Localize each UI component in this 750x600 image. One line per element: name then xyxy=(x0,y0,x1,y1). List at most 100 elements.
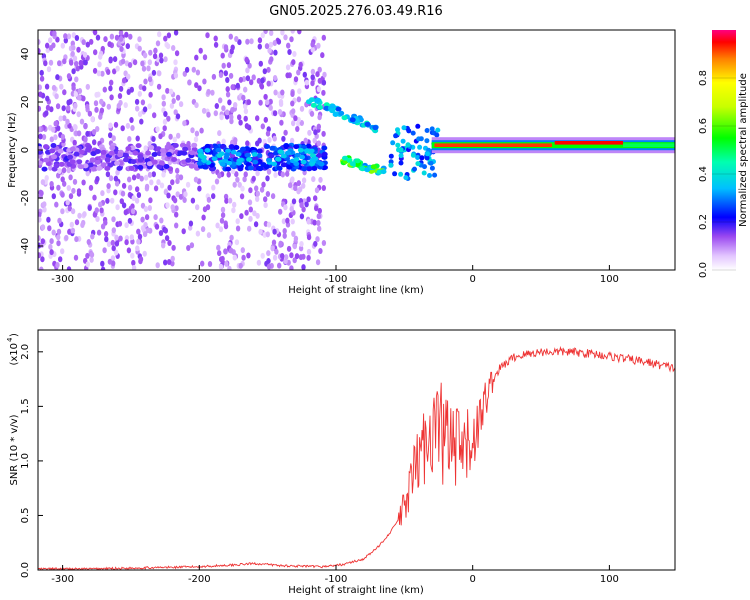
spectrogram-cell xyxy=(272,254,278,261)
spectrogram-cell xyxy=(74,60,79,67)
spectrogram-cell xyxy=(146,161,153,167)
spectrogram-cell xyxy=(269,30,274,36)
x-tick-label: 0 xyxy=(470,274,476,285)
spectrogram-cell xyxy=(218,97,223,104)
spectrogram-cell xyxy=(293,235,299,242)
spectrogram-cell xyxy=(39,190,44,197)
spectrogram-cell xyxy=(56,125,61,132)
spectrogram-cell xyxy=(69,59,74,66)
spectrogram-x-label: Height of straight line (km) xyxy=(288,285,424,296)
spectrogram-cell xyxy=(320,52,325,59)
spectrogram-cell xyxy=(248,206,253,213)
spectrogram-cell xyxy=(388,153,394,159)
snr-y-ticks: 0.0 0.5 1.0 1.5 2.0 xyxy=(20,344,43,578)
spectrogram-cell xyxy=(263,93,268,100)
spectrogram-cell xyxy=(38,105,42,112)
spectrogram-cell xyxy=(135,135,140,142)
spectrogram-cell xyxy=(300,159,307,165)
spectrogram-cell xyxy=(251,74,256,81)
spectrogram-cell xyxy=(195,230,201,237)
spectrogram-cell xyxy=(316,220,321,226)
spectrogram-cell xyxy=(189,242,195,249)
spectrogram-cell xyxy=(155,56,161,63)
spectrogram-cell xyxy=(255,212,260,219)
spectrogram-cell xyxy=(255,190,260,197)
spectrogram-cell xyxy=(38,91,43,98)
spectrogram-x-ticks: -300 -200 -100 0 100 xyxy=(51,265,619,285)
spectrogram-cell xyxy=(186,245,191,251)
spectrogram-cell xyxy=(289,206,294,212)
spectrogram-cell xyxy=(289,252,294,259)
y-tick-label: 0.5 xyxy=(20,508,31,524)
spectrogram-cell xyxy=(49,106,54,113)
spectrogram-cell xyxy=(227,265,232,270)
spectrogram-cell xyxy=(38,126,42,133)
spectrogram-cell xyxy=(58,161,65,167)
spectrogram-cell xyxy=(321,130,326,137)
spectrogram-cell xyxy=(87,110,93,117)
spectrogram-cell xyxy=(400,138,406,144)
spectrogram-cell xyxy=(301,206,306,213)
spectrogram-cell xyxy=(124,239,129,246)
spectrogram-cell xyxy=(118,30,124,36)
spectrogram-cell xyxy=(317,161,324,166)
spectrogram-cell xyxy=(419,155,425,161)
spectrogram-cell xyxy=(248,215,253,222)
spectrogram-cell xyxy=(57,148,64,154)
spectrogram-cell xyxy=(183,191,188,198)
spectrogram-cell xyxy=(109,145,116,151)
spectrogram-cell xyxy=(220,255,225,262)
spectrogram-cell xyxy=(119,46,124,52)
spectrogram-cell xyxy=(71,32,77,39)
spectrogram-cell xyxy=(315,71,320,78)
spectrogram-cell xyxy=(81,39,86,46)
spectrogram-cell xyxy=(316,123,321,130)
spectrogram-cell xyxy=(266,263,272,270)
spectrogram-cell xyxy=(41,134,47,140)
spectrogram-cell xyxy=(81,95,86,102)
spectrogram-cell xyxy=(43,60,48,67)
spectrogram-cell xyxy=(144,214,150,221)
spectrogram-cell xyxy=(108,132,113,139)
spectrogram-cell xyxy=(74,219,80,226)
colorbar-tick-label: 0.4 xyxy=(698,166,709,182)
spectrogram-cell xyxy=(178,101,184,108)
spectrogram-cell xyxy=(315,236,320,243)
spectrogram-cell xyxy=(194,130,200,137)
spectrogram-cell xyxy=(57,60,62,67)
spectrogram-cell xyxy=(281,135,286,142)
spectrogram-cell xyxy=(85,261,91,268)
spectrogram-cell xyxy=(135,186,140,193)
colorbar-ticks: 0.0 0.2 0.4 0.6 0.8 xyxy=(698,70,736,278)
spectrogram-cell xyxy=(272,75,278,81)
spectrogram-cell xyxy=(96,165,103,171)
spectrogram-cell xyxy=(171,98,176,104)
spectrogram-cell xyxy=(265,175,270,182)
spectrogram-cell xyxy=(53,163,60,169)
spectrogram-cell xyxy=(123,152,129,158)
spectrogram-cell xyxy=(156,164,163,170)
spectrogram-cell xyxy=(245,38,250,45)
spectrogram-cell xyxy=(310,68,316,75)
spectrogram-cell xyxy=(310,46,315,53)
spectrogram-cell xyxy=(293,144,300,150)
spectrogram-cell xyxy=(139,118,144,125)
snr-frame xyxy=(37,329,676,571)
spectrogram-cell xyxy=(309,161,315,167)
spectrogram-cell xyxy=(94,149,101,154)
spectrogram-cell xyxy=(261,181,266,188)
spectrogram-cell xyxy=(87,162,94,168)
spectrogram-cell xyxy=(270,245,275,252)
spectrogram-cell xyxy=(398,171,404,177)
spectrogram-cell xyxy=(175,178,180,185)
y-tick-label: 1.0 xyxy=(20,453,31,469)
spectrogram-cell xyxy=(96,70,102,77)
spectrogram-cell xyxy=(214,178,220,185)
spectrogram-cell xyxy=(204,143,211,149)
spectrogram-cell xyxy=(137,111,143,118)
spectrogram-cell xyxy=(216,153,223,158)
spectrogram-cell xyxy=(145,150,152,156)
spectrogram-cell xyxy=(113,249,119,256)
spectrogram-cell xyxy=(67,205,73,212)
spectrogram-cell xyxy=(45,95,50,102)
